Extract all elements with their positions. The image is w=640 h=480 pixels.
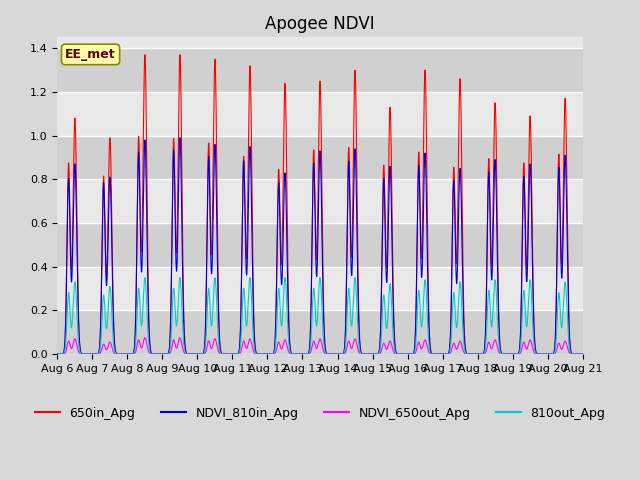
Bar — [58, 223, 582, 267]
Bar — [58, 92, 582, 136]
Legend: 650in_Apg, NDVI_810in_Apg, NDVI_650out_Apg, 810out_Apg: 650in_Apg, NDVI_810in_Apg, NDVI_650out_A… — [29, 402, 611, 424]
Text: EE_met: EE_met — [65, 48, 116, 61]
Bar — [58, 48, 582, 92]
Bar — [58, 267, 582, 311]
Title: Apogee NDVI: Apogee NDVI — [265, 15, 375, 33]
Bar — [58, 136, 582, 180]
Bar — [58, 180, 582, 223]
Bar — [58, 311, 582, 354]
